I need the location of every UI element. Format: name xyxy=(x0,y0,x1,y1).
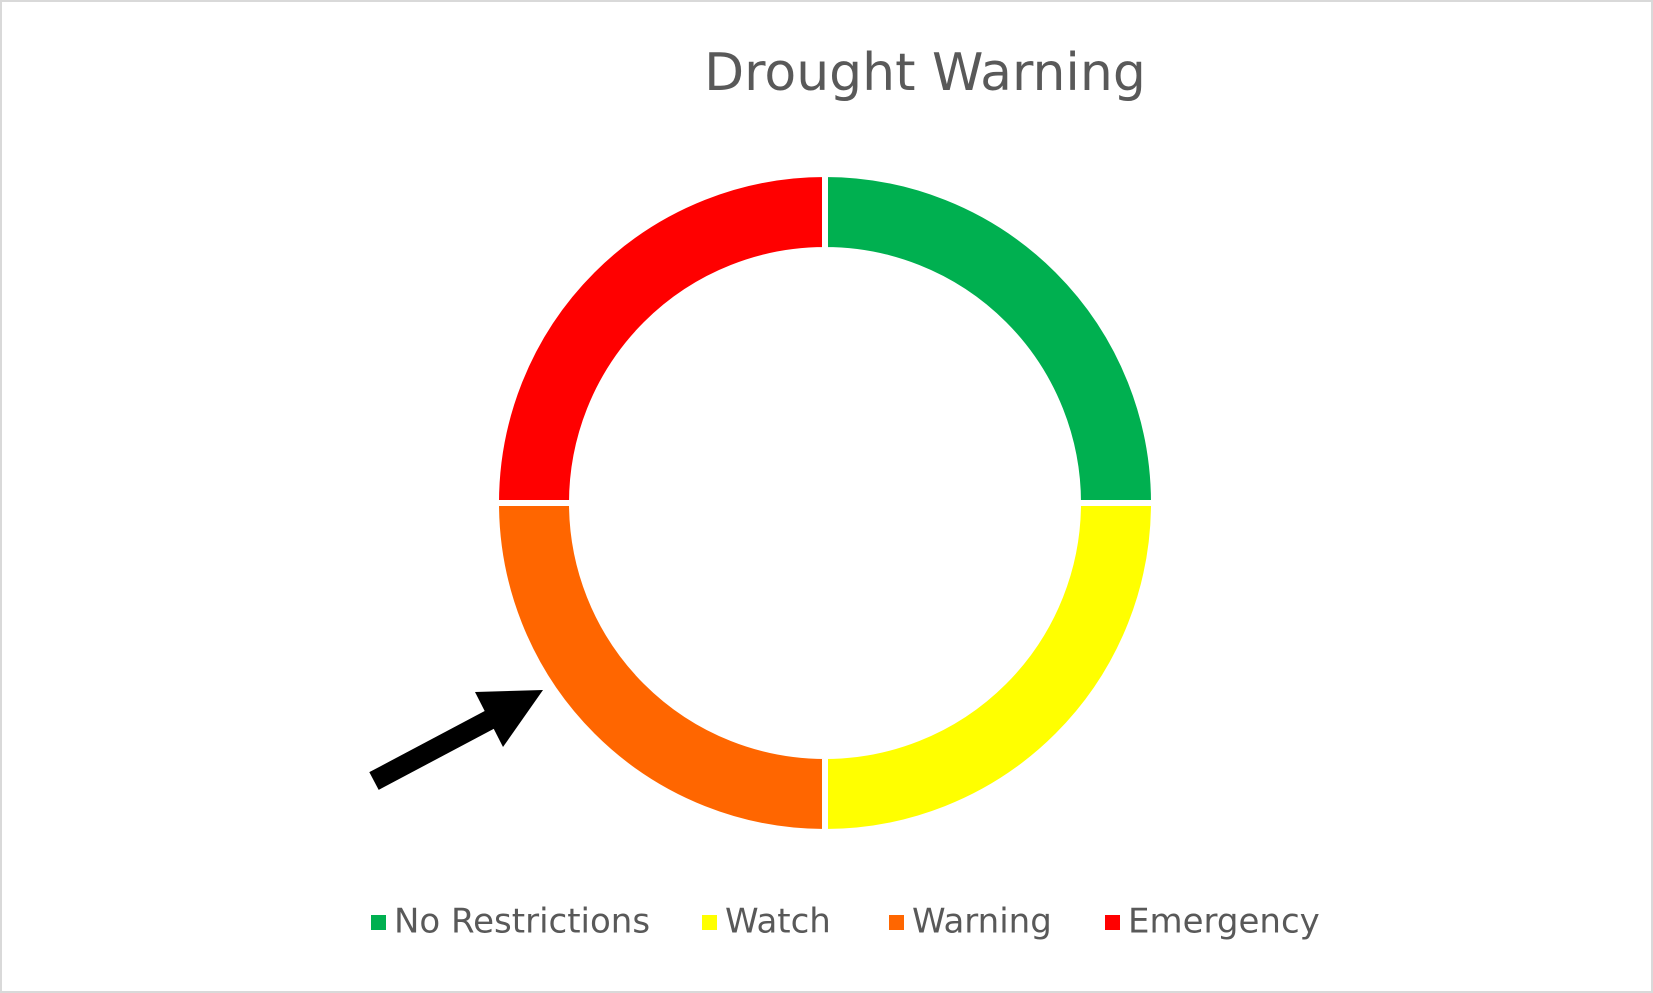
chart-title: Drought Warning xyxy=(704,43,1146,103)
legend-label: Emergency xyxy=(1128,902,1320,942)
legend-label: Warning xyxy=(912,902,1052,942)
annotation-arrow xyxy=(369,690,543,790)
legend-label: No Restrictions xyxy=(394,902,650,942)
legend-marker xyxy=(702,915,717,930)
doughnut-segment xyxy=(492,500,828,836)
legend-marker xyxy=(1105,915,1120,930)
doughnut-segment xyxy=(822,500,1158,836)
doughnut-segment xyxy=(492,170,828,506)
doughnut-segment xyxy=(822,170,1158,506)
legend-marker xyxy=(889,915,904,930)
legend-label: Watch xyxy=(725,902,831,942)
legend-marker xyxy=(371,915,386,930)
